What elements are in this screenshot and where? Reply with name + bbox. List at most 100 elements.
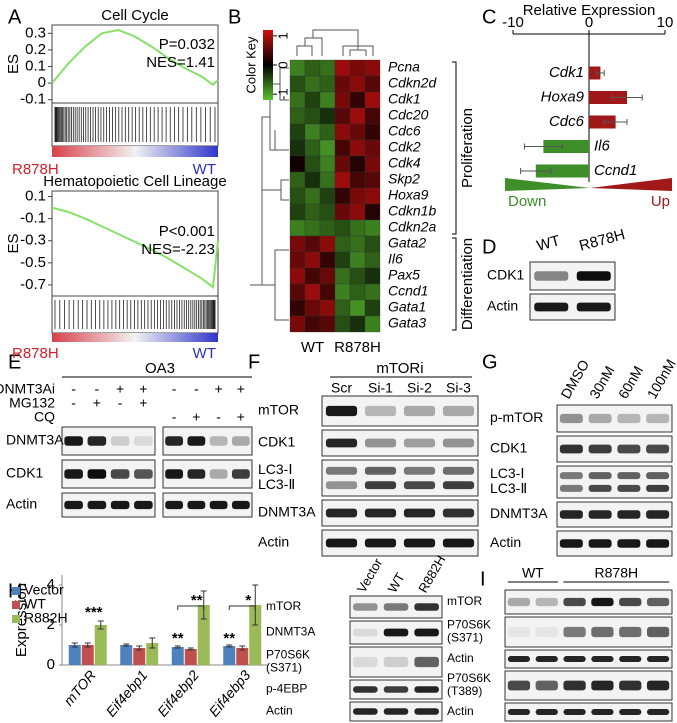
band bbox=[588, 472, 612, 480]
heat-cell bbox=[289, 267, 306, 285]
key-title: Color Key bbox=[243, 36, 258, 94]
rank-gradient bbox=[52, 146, 218, 157]
band bbox=[165, 500, 184, 510]
band bbox=[646, 484, 670, 492]
band bbox=[110, 469, 130, 479]
blot-label: p-mTOR bbox=[490, 409, 543, 425]
heat-cell bbox=[349, 203, 366, 221]
bar bbox=[81, 645, 94, 665]
y-tick-label: -0.3 bbox=[20, 232, 46, 249]
legend-swatch bbox=[12, 615, 20, 623]
band bbox=[403, 405, 436, 417]
band bbox=[414, 603, 439, 611]
band bbox=[588, 444, 612, 454]
band bbox=[442, 508, 475, 518]
row-label: Cdkn2d bbox=[388, 75, 437, 91]
y-tick-label: 0.2 bbox=[25, 41, 46, 58]
group-bracket bbox=[452, 61, 457, 235]
error-bar bbox=[149, 637, 156, 649]
color-key bbox=[263, 30, 273, 100]
band bbox=[646, 413, 670, 424]
band bbox=[559, 510, 583, 519]
band bbox=[414, 656, 439, 668]
band bbox=[403, 466, 436, 475]
bar bbox=[184, 649, 197, 665]
band bbox=[507, 680, 531, 691]
heat-cell bbox=[334, 251, 351, 269]
band bbox=[442, 405, 475, 417]
treatment-sign: - bbox=[95, 381, 100, 397]
band bbox=[591, 626, 614, 638]
error-bar bbox=[174, 645, 181, 649]
heat-cell bbox=[334, 187, 351, 205]
error-bar bbox=[136, 645, 143, 651]
band bbox=[353, 656, 378, 668]
row-label: Gata1 bbox=[388, 299, 426, 315]
row-label: Cdc20 bbox=[388, 107, 429, 123]
blot-frame bbox=[504, 589, 673, 615]
heat-cell bbox=[364, 75, 381, 93]
row-label: Cdc6 bbox=[388, 123, 421, 139]
heat-cell bbox=[304, 235, 321, 253]
heat-cell bbox=[304, 107, 321, 125]
bar bbox=[133, 648, 146, 665]
heat-cell bbox=[319, 283, 336, 301]
heat-cell bbox=[289, 171, 306, 189]
band bbox=[110, 500, 130, 510]
band bbox=[563, 626, 586, 638]
blot-label: mTOR bbox=[447, 594, 482, 608]
lane-label: 60nM bbox=[615, 363, 646, 401]
band bbox=[87, 500, 107, 510]
band bbox=[325, 466, 358, 475]
blot-label: (S371) bbox=[447, 631, 483, 645]
chart-title: Hematopoietic Cell Lineage bbox=[43, 173, 226, 190]
y-tick-label: -0.1 bbox=[20, 91, 46, 108]
group-label: WT bbox=[522, 565, 544, 581]
legend-label: R882H bbox=[24, 610, 68, 626]
heat-cell bbox=[304, 171, 321, 189]
heat-cell bbox=[349, 251, 366, 269]
lane-label: WT bbox=[385, 570, 408, 595]
panel-label: G bbox=[482, 351, 498, 373]
phenotype-label: WT bbox=[193, 161, 216, 178]
band bbox=[325, 538, 358, 548]
treatment-sign: - bbox=[216, 409, 221, 425]
heat-cell bbox=[364, 251, 381, 269]
band bbox=[383, 708, 409, 715]
row-label: Cdkn2a bbox=[388, 219, 436, 235]
heat-cell bbox=[304, 267, 321, 285]
treatment-label: MG132 bbox=[9, 395, 55, 411]
heat-cell bbox=[334, 315, 351, 333]
lane-label: Si-2 bbox=[407, 380, 432, 396]
band bbox=[383, 686, 409, 693]
heat-cell bbox=[304, 283, 321, 301]
heat-cell bbox=[349, 283, 366, 301]
significance: ** bbox=[172, 630, 184, 647]
heat-cell bbox=[364, 107, 381, 125]
band bbox=[619, 597, 642, 607]
band bbox=[646, 626, 670, 638]
row-label: Gata3 bbox=[388, 315, 426, 331]
blot-label: p-4EBP bbox=[266, 682, 307, 696]
heat-cell bbox=[349, 171, 366, 189]
heat-cell bbox=[289, 251, 306, 269]
bar bbox=[535, 164, 589, 178]
heat-cell bbox=[364, 299, 381, 317]
heat-cell bbox=[334, 91, 351, 109]
band bbox=[383, 656, 409, 668]
error-bar bbox=[226, 644, 233, 648]
blot-label: DNMT3A bbox=[266, 625, 315, 639]
treatment-sign: + bbox=[139, 395, 147, 411]
heat-cell bbox=[304, 123, 321, 141]
heat-cell bbox=[289, 155, 306, 173]
column-label: WT bbox=[301, 339, 324, 356]
y-tick-label: -0.7 bbox=[20, 276, 46, 293]
group-label: Proliferation bbox=[459, 108, 476, 188]
y-tick-label: 2 bbox=[47, 616, 55, 633]
key-tick-label: 0 bbox=[275, 61, 290, 68]
band bbox=[646, 597, 670, 607]
band bbox=[353, 686, 378, 693]
heat-cell bbox=[319, 123, 336, 141]
heat-cell bbox=[319, 59, 336, 77]
error-bar bbox=[84, 642, 91, 648]
